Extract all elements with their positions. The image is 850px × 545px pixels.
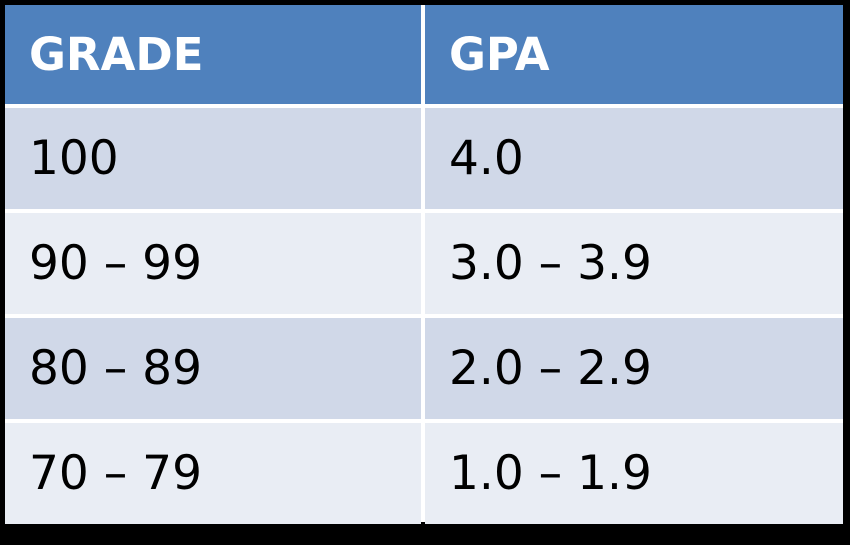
header-gpa: GPA	[425, 5, 843, 104]
table-row-4-grade: 70 – 79	[5, 423, 421, 524]
table-row-1-grade: 100	[5, 108, 421, 209]
table-row-3-grade: 80 – 89	[5, 318, 421, 419]
grade-gpa-table: GRADE GPA 100 4.0 90 – 99 3.0 – 3.9 80 –…	[5, 5, 843, 524]
table-row-2-gpa: 3.0 – 3.9	[425, 213, 843, 314]
table-row-3-gpa: 2.0 – 2.9	[425, 318, 843, 419]
table-row-2-grade: 90 – 99	[5, 213, 421, 314]
table-row-4-gpa: 1.0 – 1.9	[425, 423, 843, 524]
table-row-1-gpa: 4.0	[425, 108, 843, 209]
header-grade: GRADE	[5, 5, 421, 104]
